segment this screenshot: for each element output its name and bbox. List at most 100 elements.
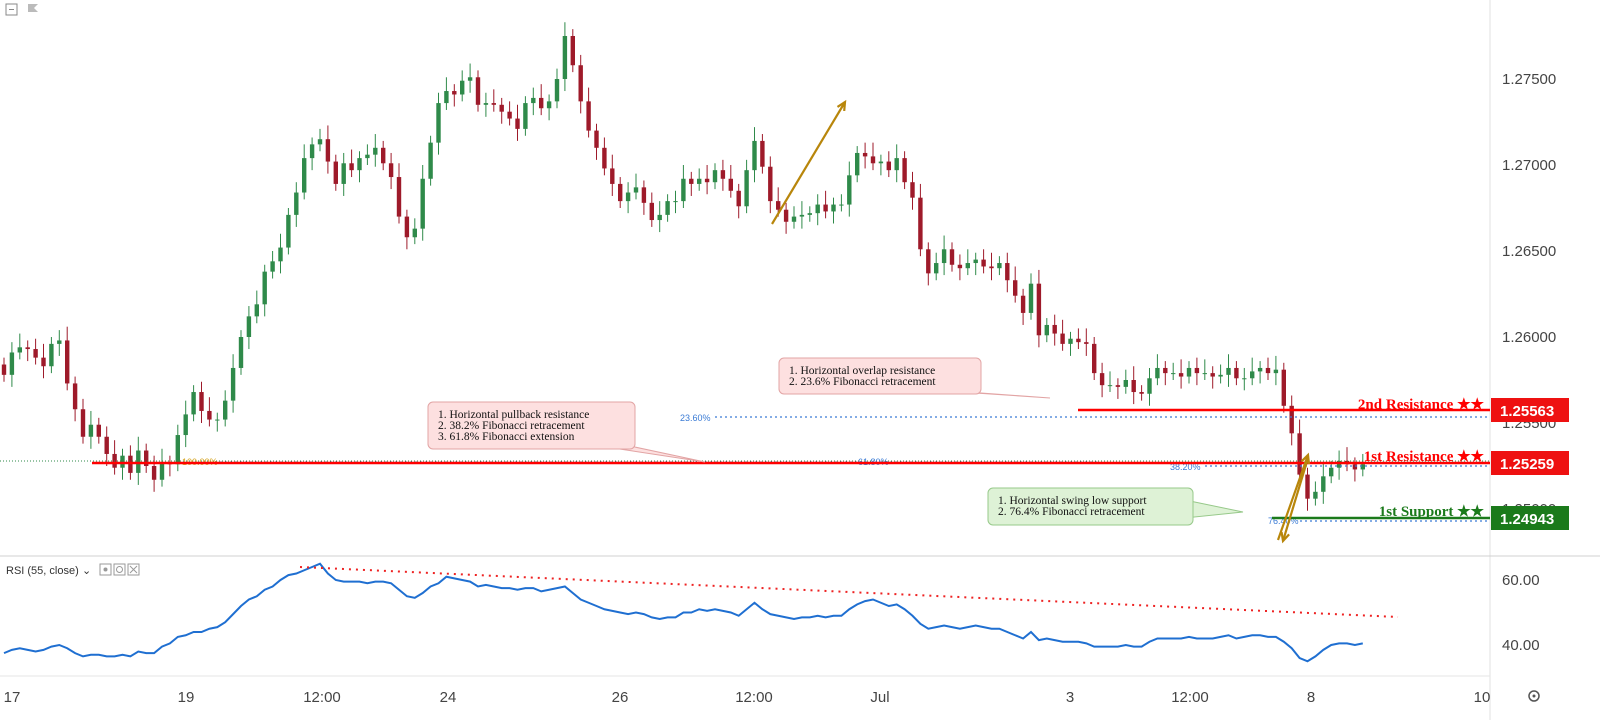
candle-body [365, 154, 370, 159]
fib-label: 23.60% [680, 413, 711, 423]
candle-body [641, 187, 647, 203]
level-label: 1st Support ★★ [1379, 504, 1485, 520]
candle-body [949, 249, 955, 265]
candle-body [570, 36, 575, 66]
candle-body [136, 450, 141, 473]
candle-body [41, 357, 46, 367]
candle-body [444, 91, 449, 104]
candle-body [823, 204, 828, 212]
projection-arrow-down[interactable] [1281, 457, 1310, 542]
candle-body [349, 163, 354, 171]
candle-body [1147, 378, 1152, 394]
candle-body [783, 209, 789, 222]
candle-body [1084, 342, 1089, 344]
candle-body [1289, 405, 1294, 434]
candle-body [1226, 367, 1231, 375]
callout-text: 1. Horizontal swing low support [998, 495, 1147, 507]
candle-body [546, 101, 552, 109]
rsi-axis: 60.00 40.00 [1502, 572, 1540, 654]
candle-body [602, 147, 607, 169]
flag-icon[interactable] [28, 4, 38, 15]
candle-body [483, 103, 489, 105]
candle-body [175, 435, 180, 465]
candle-body [88, 424, 94, 437]
candle-body [57, 340, 62, 344]
candle-body [1155, 367, 1160, 379]
time-tick-label: 17 [4, 689, 21, 706]
candle-body [1194, 367, 1200, 374]
candle-body [270, 261, 275, 272]
candlestick-series [1, 22, 1365, 511]
candle-body [428, 142, 433, 179]
candle-body [286, 214, 291, 248]
candle-body [736, 190, 741, 207]
candle-body [776, 201, 781, 210]
candle-body [396, 177, 402, 217]
candle-body [1076, 338, 1081, 343]
support-callout-box [987, 487, 1194, 526]
price-tick-label: 1.27000 [1502, 157, 1556, 174]
candle-body [1068, 338, 1073, 344]
eye-icon[interactable] [99, 563, 112, 576]
candle-body [855, 152, 860, 176]
time-tick-label: 10 [1474, 689, 1491, 706]
candle-body [744, 170, 749, 207]
candle-body [649, 202, 654, 221]
price-tag-value: 1.25563 [1500, 403, 1554, 420]
candle-body [752, 140, 757, 171]
candle-body [799, 214, 805, 217]
candle-body [926, 249, 931, 274]
rsi-label[interactable]: RSI (55, close) [6, 565, 79, 577]
candle-body [460, 80, 465, 95]
callout-text: 1. Horizontal pullback resistance [438, 409, 589, 421]
candle-body [199, 392, 204, 411]
candle-body [1257, 367, 1263, 372]
candle-body [989, 266, 994, 269]
candle-body [1250, 371, 1255, 379]
candle-body [452, 91, 457, 95]
candle-body [1210, 373, 1215, 377]
fib-label: 76.40% [1268, 516, 1299, 526]
close-icon[interactable] [127, 563, 140, 576]
price-tick-label: 1.26500 [1502, 243, 1556, 260]
collapse-icon[interactable] [5, 3, 18, 16]
candle-body [65, 340, 70, 384]
candle-body [531, 97, 536, 104]
chevron-down-icon[interactable]: ⌄ [82, 565, 91, 577]
candle-body [673, 201, 678, 203]
candle-body [1171, 373, 1176, 375]
candle-body [1099, 373, 1105, 386]
candle-body [657, 214, 662, 221]
time-tick-label: Jul [870, 689, 889, 706]
candle-body [902, 158, 907, 183]
settings-gear-icon[interactable] [1528, 690, 1540, 702]
rsi-divergence-line[interactable] [299, 566, 1399, 618]
candle-body [1281, 369, 1286, 406]
candle-body [807, 213, 812, 215]
candle-body [610, 168, 615, 184]
level-label: 2nd Resistance ★★ [1358, 397, 1485, 413]
candle-body [238, 337, 244, 368]
projection-arrow-up[interactable] [771, 101, 846, 225]
settings-icon[interactable] [113, 563, 126, 576]
time-tick-label: 8 [1307, 689, 1315, 706]
candle-body [618, 183, 623, 202]
candle-body [965, 263, 970, 269]
candle-body [1123, 380, 1128, 387]
rsi-tick-label: 40.00 [1502, 637, 1540, 654]
candle-body [420, 178, 425, 229]
candle-body [499, 104, 504, 112]
candle-body [768, 166, 773, 202]
callout-text: 2. 76.4% Fibonacci retracement [998, 506, 1145, 518]
candle-body [1242, 378, 1247, 380]
projection-arrow-short-up[interactable] [1276, 454, 1310, 541]
candle-body [1044, 324, 1049, 336]
support-callout-pointer [1184, 499, 1244, 519]
candle-body [681, 178, 686, 202]
candle-body [246, 316, 252, 337]
candle-body [80, 409, 86, 437]
